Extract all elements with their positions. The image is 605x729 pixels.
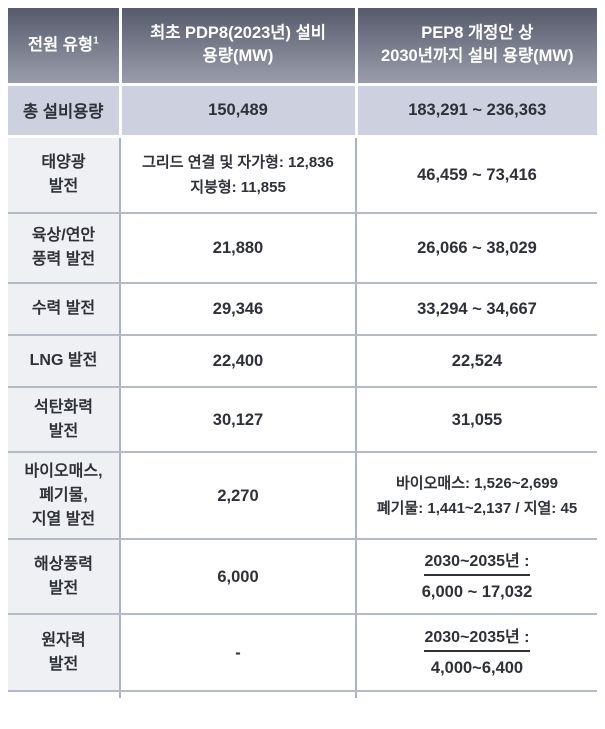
table-row: 바이오매스, 폐기물, 지열 발전 2,270 바이오매스: 1,526~2,699 폐기…: [8, 452, 597, 540]
table-body: 총 설비용량 150,489 183,291 ~ 236,363 태양광 발전 그리…: [8, 84, 597, 692]
header-power-type: 전원 유형1: [8, 8, 122, 86]
pdp8-value: 그리드 연결 및 자가형: 12,836 지붕형: 11,855: [120, 136, 357, 214]
row-label: 바이오매스, 폐기물, 지열 발전: [8, 452, 121, 540]
pep8-value-text: 46,459 ~ 73,416: [417, 165, 537, 184]
table-crop-tails: [8, 692, 597, 699]
pdp8-value: 22,400: [120, 335, 357, 388]
capacity-table: 전원 유형1 최초 PDP8(2023년) 설비 용량(MW) PEP8 개정안 …: [8, 8, 597, 692]
row-label: LNG 발전: [8, 335, 121, 388]
pep8-value: 26,066 ~ 38,029: [356, 213, 597, 284]
table-row: 육상/연안 풍력 발전 21,880 26,066 ~ 38,029: [8, 213, 597, 284]
total-pdp8-value: 150,489: [120, 84, 358, 138]
pdp8-value-text: -: [235, 643, 241, 662]
table-row: LNG 발전 22,400 22,524: [8, 335, 597, 388]
pdp8-value-text: 6,000: [217, 567, 259, 586]
header-row: 전원 유형1 최초 PDP8(2023년) 설비 용량(MW) PEP8 개정안 …: [8, 8, 597, 86]
pdp8-value: 6,000: [120, 539, 357, 615]
header-power-type-label: 전원 유형: [27, 35, 94, 54]
pep8-value-text: 26,066 ~ 38,029: [417, 239, 537, 257]
row-label: 육상/연안 풍력 발전: [8, 213, 121, 284]
column-border-tail: [119, 692, 121, 698]
table-row: 석탄화력 발전 30,127 31,055: [8, 387, 597, 453]
column-border-tail: [355, 692, 357, 698]
capacity-table-container: 전원 유형1 최초 PDP8(2023년) 설비 용량(MW) PEP8 개정안 …: [8, 8, 597, 699]
table-header: 전원 유형1 최초 PDP8(2023년) 설비 용량(MW) PEP8 개정안 …: [8, 8, 597, 86]
total-label: 총 설비용량: [8, 84, 122, 138]
pep8-value: 바이오매스: 1,526~2,699 폐기물: 1,441~2,137 / 지열:…: [356, 452, 597, 540]
row-label: 석탄화력 발전: [8, 387, 121, 453]
pdp8-value: 21,880: [120, 213, 357, 284]
row-label: 수력 발전: [8, 283, 121, 336]
table-row: 해상풍력 발전 6,000 2030~2035년 : 6,000 ~ 17,032: [8, 539, 597, 615]
pep8-value: 2030~2035년 : 6,000 ~ 17,032: [356, 539, 597, 615]
table-row: 수력 발전 29,346 33,294 ~ 34,667: [8, 283, 597, 336]
header-pep8: PEP8 개정안 상 2030년까지 설비 용량(MW): [356, 8, 597, 86]
pep8-value-text: 4,000~6,400: [430, 659, 524, 677]
pep8-value: 33,294 ~ 34,667: [356, 283, 597, 336]
pdp8-value: 2,270: [120, 452, 357, 540]
period-heading: 2030~2035년 :: [424, 627, 530, 652]
pdp8-value: 29,346: [120, 283, 357, 336]
pdp8-value: -: [120, 614, 357, 692]
pep8-value-text: 바이오매스: 1,526~2,699 폐기물: 1,441~2,137 / 지열:…: [376, 474, 578, 517]
header-pdp8: 최초 PDP8(2023년) 설비 용량(MW): [120, 8, 358, 86]
row-label: 원자력 발전: [8, 614, 121, 692]
total-pep8-value: 183,291 ~ 236,363: [356, 84, 597, 138]
row-label: 해상풍력 발전: [8, 539, 121, 615]
pep8-value-text: 33,294 ~ 34,667: [417, 300, 537, 318]
table-row: 원자력 발전 - 2030~2035년 : 4,000~6,400: [8, 614, 597, 692]
pep8-value-text: 31,055: [451, 410, 503, 429]
pdp8-value-text: 30,127: [212, 410, 264, 429]
pdp8-value-text: 21,880: [212, 239, 264, 257]
pep8-value: 46,459 ~ 73,416: [356, 136, 597, 214]
pep8-value: 22,524: [356, 335, 597, 388]
footnote-marker: 1: [93, 35, 99, 47]
pdp8-value-text: 그리드 연결 및 자가형: 12,836 지붕형: 11,855: [142, 153, 334, 196]
pdp8-value-text: 2,270: [217, 486, 259, 505]
period-heading: 2030~2035년 :: [424, 551, 530, 576]
pdp8-value: 30,127: [120, 387, 357, 453]
pep8-value-text: 22,524: [451, 352, 503, 370]
total-row: 총 설비용량 150,489 183,291 ~ 236,363: [8, 84, 597, 138]
table-row: 태양광 발전 그리드 연결 및 자가형: 12,836 지붕형: 11,855 46,4…: [8, 136, 597, 214]
row-label: 태양광 발전: [8, 136, 121, 214]
pdp8-value-text: 22,400: [212, 352, 264, 370]
pep8-value: 2030~2035년 : 4,000~6,400: [356, 614, 597, 692]
pep8-value: 31,055: [356, 387, 597, 453]
pep8-value-text: 6,000 ~ 17,032: [421, 583, 533, 601]
pdp8-value-text: 29,346: [212, 300, 264, 318]
